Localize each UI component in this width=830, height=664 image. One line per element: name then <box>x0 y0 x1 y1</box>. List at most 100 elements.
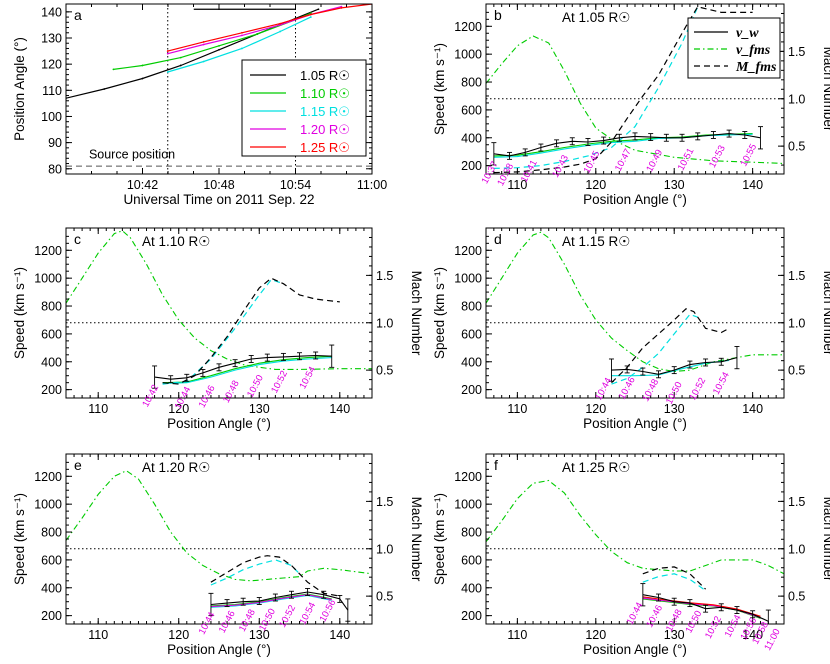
y2-tick-label: 0.5 <box>788 590 805 604</box>
y-axis-label: Speed (km s⁻¹) <box>432 493 447 585</box>
y-ticks: 200 400 600 800 1000 1200 <box>34 461 72 623</box>
time-label: 10:55 <box>738 142 759 168</box>
legend-entry: 1.25 R☉ <box>300 140 350 155</box>
series-point <box>166 52 169 55</box>
x-axis-label: Position Angle (°) <box>583 642 687 657</box>
vw-curve <box>154 354 332 380</box>
legend-box <box>241 59 367 157</box>
y2-tick-label: 1.5 <box>788 495 805 509</box>
series-point <box>241 34 243 37</box>
y2-axis-label: Mach Number <box>821 497 830 582</box>
y-tick-label: 1000 <box>34 272 62 286</box>
x-ticks: 110 120 130 140 <box>73 454 373 642</box>
panel-letter: d <box>494 231 502 247</box>
time-label: 10:46 <box>217 609 238 635</box>
time-label: 10:44 <box>197 610 218 636</box>
y-tick-label: 200 <box>461 159 482 173</box>
series-point <box>279 30 282 33</box>
vw-curve-1 <box>210 594 332 608</box>
vw-curve <box>493 133 761 157</box>
y-tick-label: 1000 <box>34 498 62 512</box>
y-tick-label: 800 <box>41 526 62 540</box>
y2-tick-label: 1.0 <box>788 316 805 330</box>
series-point <box>218 48 220 51</box>
series-point <box>340 7 343 9</box>
y-tick-label: 140 <box>41 5 62 19</box>
time-label: 10:42 <box>140 383 161 409</box>
x-axis-label: Universal Time on 2011 Sep. 22 <box>123 192 314 207</box>
y-tick-label: 130 <box>41 32 62 46</box>
y2-tick-label: 1.5 <box>788 45 805 59</box>
mach-fms-curve <box>493 6 753 174</box>
y-tick-label: 1000 <box>454 48 482 62</box>
series-point <box>202 43 205 46</box>
time-label: 10:56 <box>318 598 339 624</box>
y-tick-label: 100 <box>41 110 62 124</box>
y2-tick-label: 1.0 <box>788 542 805 556</box>
legend-entry: v_w <box>736 26 759 41</box>
x-tick-label: 120 <box>585 402 606 416</box>
y2-ticks: 0.5 1.0 1.5 <box>778 462 805 616</box>
vfms-curve <box>486 35 784 165</box>
time-label: 10:54 <box>297 601 318 627</box>
x-tick-label: 110 <box>507 178 527 192</box>
x-tick-label: 140 <box>742 402 763 416</box>
plot-area-e <box>66 470 372 622</box>
y-tick-label: 600 <box>461 103 482 117</box>
y-tick-label: 80 <box>48 162 62 176</box>
time-label: 10:48 <box>221 379 242 405</box>
panel-letter: a <box>74 7 82 23</box>
panel-title: At 1.10 R☉ <box>142 234 210 249</box>
series-point <box>309 16 312 18</box>
vfms-curve <box>66 230 372 370</box>
series-point <box>317 8 320 11</box>
series-point <box>279 24 282 26</box>
series-point <box>218 44 220 47</box>
y2-tick-label: 0.5 <box>788 364 805 378</box>
vfms-curve <box>66 470 372 582</box>
x-tick-label: 130 <box>664 402 685 416</box>
y-tick-label: 800 <box>461 526 482 540</box>
series-point <box>103 88 106 90</box>
mach-cyan-curve <box>493 6 699 169</box>
legend-entry: 1.15 R☉ <box>300 104 350 119</box>
y-axis-label: Speed (km s⁻¹) <box>12 493 27 585</box>
vw-curve-3 <box>642 596 761 617</box>
x-ticks: 110 120 130 140 <box>493 454 785 642</box>
y-tick-label: 1200 <box>454 244 482 258</box>
vfms-curve <box>486 231 784 373</box>
x-tick-label: 130 <box>249 628 270 642</box>
panel-title: At 1.15 R☉ <box>562 234 630 249</box>
plot-area-c <box>66 230 372 389</box>
time-label: 10:50 <box>245 373 266 399</box>
x-tick-label: 10:42 <box>127 178 158 192</box>
y-tick-label: 600 <box>41 553 62 567</box>
panel-letter: e <box>74 457 82 473</box>
y-tick-label: 200 <box>41 383 62 397</box>
y2-ticks: 0.5 1.0 1.5 <box>366 462 393 616</box>
y-tick-label: 800 <box>461 76 482 90</box>
time-label: 10:46 <box>197 384 218 410</box>
y2-tick-label: 0.5 <box>376 590 393 604</box>
y2-tick-label: 1.0 <box>376 316 393 330</box>
y2-tick-label: 0.5 <box>376 364 393 378</box>
x-ticks: 110 120 130 140 <box>493 228 785 416</box>
y-tick-label: 600 <box>41 327 62 341</box>
x-tick-label: 10:54 <box>280 178 311 192</box>
y2-tick-label: 1.5 <box>376 495 393 509</box>
legend-entry: v_fms <box>736 43 771 58</box>
axes-frame <box>65 227 373 399</box>
y-tick-label: 1200 <box>34 244 62 258</box>
time-label: 10:52 <box>277 603 298 629</box>
panel-title: At 1.20 R☉ <box>142 460 210 475</box>
legend-entry: 1.10 R☉ <box>300 86 350 101</box>
y-axis-label: Position Angle (°) <box>12 37 27 141</box>
mach-cyan-curve <box>642 573 706 592</box>
y-tick-label: 800 <box>41 300 62 314</box>
x-tick-label: 10:48 <box>203 178 234 192</box>
x-axis-label: Position Angle (°) <box>167 642 271 657</box>
legend-box <box>687 17 781 79</box>
series-point <box>112 68 115 71</box>
panel-d: 200 400 600 800 1000 1200 110 120 130 140 Position… <box>432 227 830 431</box>
x-tick-label: 120 <box>168 402 189 416</box>
